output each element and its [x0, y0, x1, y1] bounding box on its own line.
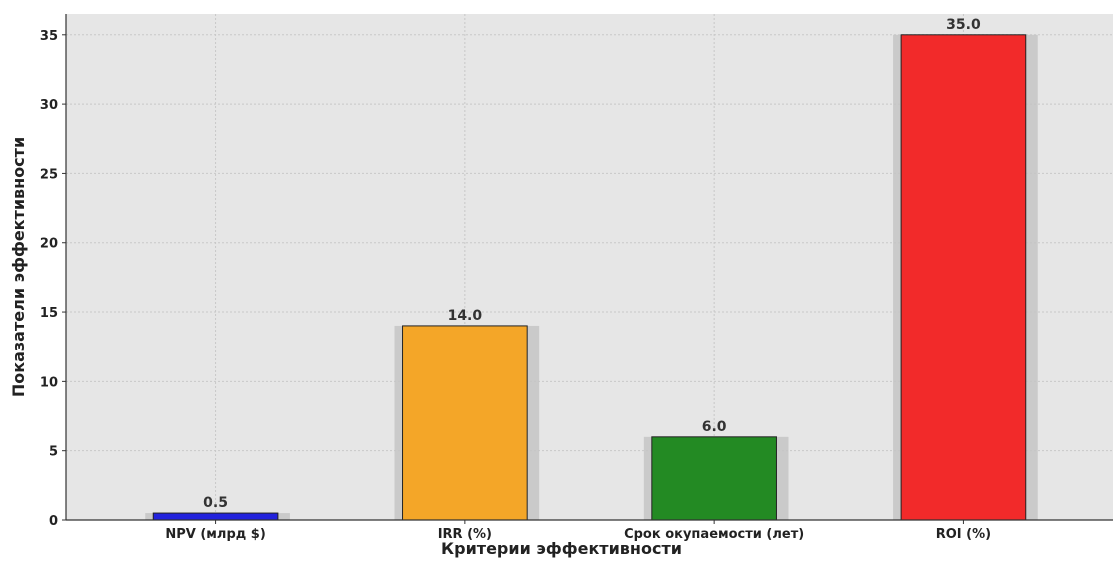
y-tick-label: 0	[49, 514, 58, 529]
x-axis-title: Критерии эффективности	[441, 539, 682, 558]
data-label: 0.5	[203, 495, 228, 511]
x-tick-label: NPV (млрд $)	[165, 527, 265, 542]
data-label: 14.0	[448, 308, 483, 324]
data-label: 35.0	[946, 17, 981, 33]
y-tick-label: 35	[40, 29, 58, 44]
x-tick-labels: NPV (млрд $) IRR (%) Срок окупаемости (лет…	[165, 520, 991, 542]
bar	[402, 325, 528, 521]
axes	[65, 14, 1113, 521]
y-tick-label: 20	[40, 237, 58, 252]
y-tick-label: 15	[40, 306, 58, 321]
bar	[651, 436, 777, 521]
y-tick-label: 5	[49, 445, 58, 460]
y-tick-label: 30	[40, 98, 58, 113]
y-axis-title: Показатели эффективности	[9, 137, 28, 397]
data-labels: 0.5 14.0 6.0 35.0	[203, 17, 981, 511]
bar	[152, 512, 279, 521]
y-tick-label: 10	[40, 375, 58, 390]
x-tick-label: ROI (%)	[936, 527, 991, 542]
x-tick-label: Срок окупаемости (лет)	[624, 527, 804, 542]
x-tick-label: IRR (%)	[438, 527, 492, 542]
data-label: 6.0	[702, 419, 727, 435]
y-tick-labels: 0 5 10 15 20 25 30 35	[40, 29, 66, 529]
bars	[152, 34, 1027, 521]
y-tick-label: 25	[40, 167, 58, 182]
bar	[900, 34, 1027, 521]
